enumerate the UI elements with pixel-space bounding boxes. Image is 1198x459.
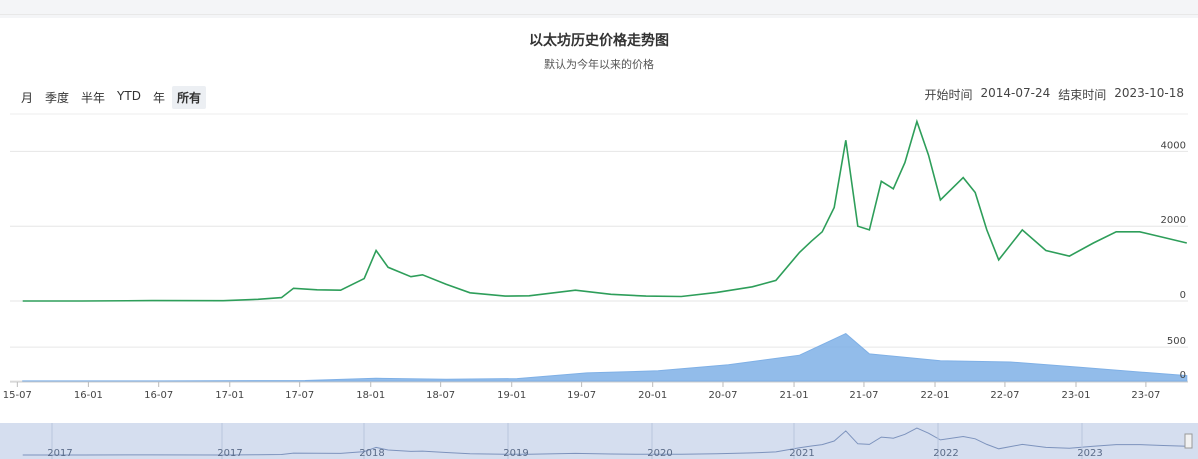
y-axis: 0 2000 4000 0 500 [1161,140,1186,381]
end-date-input[interactable]: 2023-10-18 [1114,86,1184,100]
x-axis-tick-label: 16-01 [74,390,103,401]
price-axis-tick-label: 0 [1180,290,1186,301]
range-button-month[interactable]: 月 [21,91,34,105]
price-axis-tick-label: 2000 [1161,215,1186,226]
x-axis-tick-label: 19-01 [497,390,526,401]
x-axis-tick-label: 21-07 [849,390,878,401]
start-date-input[interactable]: 2014-07-24 [980,86,1051,100]
x-axis-tick-label: 20-07 [708,390,737,401]
x-axis: 15-07 16-01 16-07 17-01 17-07 18-01 18-07 19-01… [3,381,1188,401]
chart-title: 以太坊历史价格走势图 [529,33,669,49]
navigator[interactable]: 2017 2017 2018 2019 2020 2021 2022 2023 [0,423,1198,459]
navigator-tick-label: 2018 [359,448,384,459]
navigator-tick-label: 2019 [503,448,528,459]
start-date-label: 开始时间 [924,88,973,102]
navigator-tick-label: 2023 [1077,448,1102,459]
gridlines [10,113,1188,382]
navigator-tick-label: 2022 [933,448,958,459]
range-button-halfyear[interactable]: 半年 [81,91,106,105]
range-button-all[interactable]: 所有 [171,86,206,109]
x-axis-tick-label: 20-01 [638,390,667,401]
price-line [22,118,1187,302]
navigator-tick-label: 2017 [47,448,72,459]
range-button-ytd[interactable]: YTD [117,89,141,103]
x-axis-tick-label: 19-07 [567,390,596,401]
x-axis-tick-label: 21-01 [780,390,809,401]
x-axis-tick-label: 23-07 [1131,390,1160,401]
x-axis-tick-label: 17-01 [215,390,244,401]
volume-axis-tick-label: 500 [1167,336,1186,347]
x-axis-tick-label: 17-07 [285,390,314,401]
range-button-year[interactable]: 年 [152,91,165,105]
volume-axis-tick-label: 0 [1180,370,1186,381]
volume-area [22,333,1188,382]
price-axis-tick-label: 4000 [1161,140,1186,151]
navigator-tick-label: 2020 [647,448,672,459]
date-range: 开始时间 2014-07-24 结束时间 2023-10-18 [924,86,1184,103]
range-button-quarter[interactable]: 季度 [45,91,70,105]
chart-subtitle: 默认为今年以来的价格 [544,58,654,71]
navigator-tick-label: 2017 [217,448,242,459]
x-axis-tick-label: 18-07 [426,390,455,401]
chart-card: 以太坊历史价格走势图 默认为今年以来的价格 月 季度 半年 YTD 年 所有 开… [0,18,1198,459]
navigator-handle[interactable] [1184,433,1193,449]
navigator-tick-label: 2021 [789,448,814,459]
x-axis-tick-label: 22-07 [990,390,1019,401]
top-strip [0,0,1198,15]
navigator-line [22,427,1187,456]
navigator-mask [0,423,1198,459]
x-axis-tick-label: 15-07 [3,390,32,401]
x-axis-tick-label: 22-01 [920,390,949,401]
x-axis-tick-label: 16-07 [144,390,173,401]
x-axis-tick-label: 23-01 [1061,390,1090,401]
range-selector: 月 季度 半年 YTD 年 所有 [16,86,206,109]
volume-series [22,333,1188,382]
end-date-label: 结束时间 [1058,88,1107,102]
x-axis-tick-label: 18-01 [356,390,385,401]
